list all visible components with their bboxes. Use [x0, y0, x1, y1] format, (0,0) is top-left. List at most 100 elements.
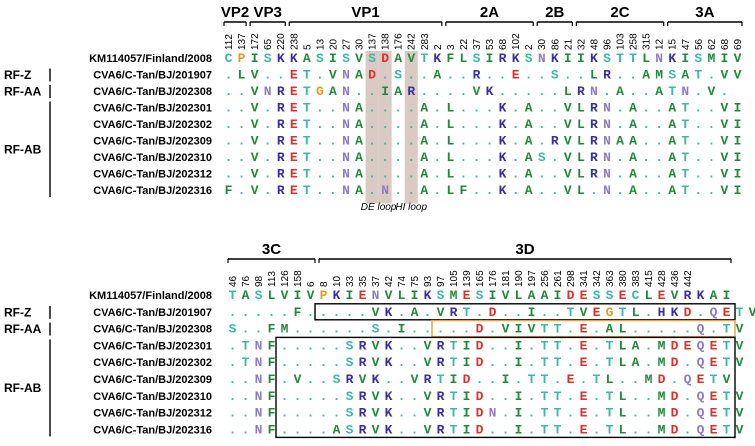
- residue: .: [229, 372, 237, 387]
- residue: D: [671, 422, 679, 437]
- residue: .: [359, 305, 367, 320]
- residue: I: [734, 183, 742, 198]
- residue: D: [463, 372, 471, 387]
- residue: .: [499, 68, 507, 83]
- residue: A: [355, 101, 363, 116]
- position-label: 30: [537, 38, 548, 50]
- residue: A: [242, 288, 250, 303]
- residue: R: [359, 355, 367, 370]
- residue: T: [303, 117, 311, 132]
- residue: I: [381, 84, 389, 99]
- residue: .: [411, 406, 419, 421]
- residue: .: [655, 101, 663, 116]
- residue: .: [603, 84, 611, 99]
- sequence-name: CVA6/C-Tan/BJ/202309: [93, 136, 212, 148]
- position-label: 190: [514, 270, 525, 287]
- residue: .: [381, 101, 389, 116]
- residue: V: [251, 68, 259, 83]
- position-label: 6: [306, 281, 317, 287]
- residue: A: [642, 68, 650, 83]
- residue: K: [499, 134, 507, 149]
- residue: E: [658, 288, 666, 303]
- residue: V: [734, 51, 742, 66]
- position-label: 56: [694, 38, 705, 50]
- residue: I: [463, 338, 471, 353]
- residue: .: [697, 305, 705, 320]
- residue: Q: [697, 322, 705, 337]
- residue: .: [294, 406, 302, 421]
- residue: A: [525, 117, 533, 132]
- position-label: 261: [553, 270, 564, 287]
- residue: V: [734, 68, 742, 83]
- residue: L: [577, 101, 585, 116]
- residue: M: [450, 288, 458, 303]
- residue: .: [398, 389, 406, 404]
- residue: .: [407, 134, 415, 149]
- residue: .: [694, 117, 702, 132]
- residue: .: [307, 355, 315, 370]
- residue: N: [342, 84, 350, 99]
- residue: E: [580, 288, 588, 303]
- position-label: 298: [566, 270, 577, 287]
- residue: D: [476, 355, 484, 370]
- residue: .: [316, 68, 324, 83]
- residue: E: [290, 183, 298, 198]
- position-label: 436: [670, 270, 681, 287]
- position-label: 138: [381, 33, 392, 50]
- residue: .: [616, 101, 624, 116]
- residue: .: [316, 167, 324, 182]
- residue: V: [424, 389, 432, 404]
- group-label: RF-AA: [4, 322, 42, 336]
- residue: .: [242, 389, 250, 404]
- residue: .: [281, 389, 289, 404]
- residue: .: [642, 150, 650, 165]
- residue: .: [642, 134, 650, 149]
- residue: R: [590, 150, 598, 165]
- residue: .: [316, 134, 324, 149]
- residue: T: [229, 288, 237, 303]
- position-label: 242: [407, 33, 418, 50]
- residue: I: [502, 372, 510, 387]
- residue: .: [658, 322, 666, 337]
- residue: V: [385, 288, 393, 303]
- residue: D: [476, 422, 484, 437]
- residue: T: [303, 84, 311, 99]
- residue: S: [346, 389, 354, 404]
- residue: L: [632, 305, 640, 320]
- residue: I: [564, 51, 572, 66]
- residue: A: [420, 101, 428, 116]
- residue: A: [525, 183, 533, 198]
- residue: A: [541, 288, 549, 303]
- residue: I: [577, 51, 585, 66]
- residue: I: [515, 338, 523, 353]
- residue: V: [251, 150, 259, 165]
- residue: .: [632, 406, 640, 421]
- residue: T: [303, 183, 311, 198]
- residue: .: [407, 167, 415, 182]
- residue: S: [551, 68, 559, 83]
- position-label: 93: [423, 275, 434, 287]
- residue: .: [307, 406, 315, 421]
- residue: .: [433, 101, 441, 116]
- residue: .: [515, 305, 523, 320]
- residue: .: [694, 150, 702, 165]
- residue: E: [593, 305, 601, 320]
- residue: V: [721, 117, 729, 132]
- residue: E: [580, 406, 588, 421]
- position-label: 342: [592, 270, 603, 287]
- residue: A: [355, 150, 363, 165]
- residue: A: [420, 150, 428, 165]
- sequence-name: CVA6/C-Tan/BJ/201907: [93, 307, 212, 319]
- residue: E: [710, 389, 718, 404]
- residue: D: [381, 51, 389, 66]
- residue: V: [251, 167, 259, 182]
- position-label: 76: [241, 275, 252, 287]
- position-label: 22: [459, 38, 470, 50]
- residue: .: [707, 150, 715, 165]
- residue: .: [473, 101, 481, 116]
- residue: R: [437, 389, 445, 404]
- position-label: 37: [371, 275, 382, 287]
- residue: E: [290, 84, 298, 99]
- residue: .: [394, 134, 402, 149]
- residue: .: [473, 167, 481, 182]
